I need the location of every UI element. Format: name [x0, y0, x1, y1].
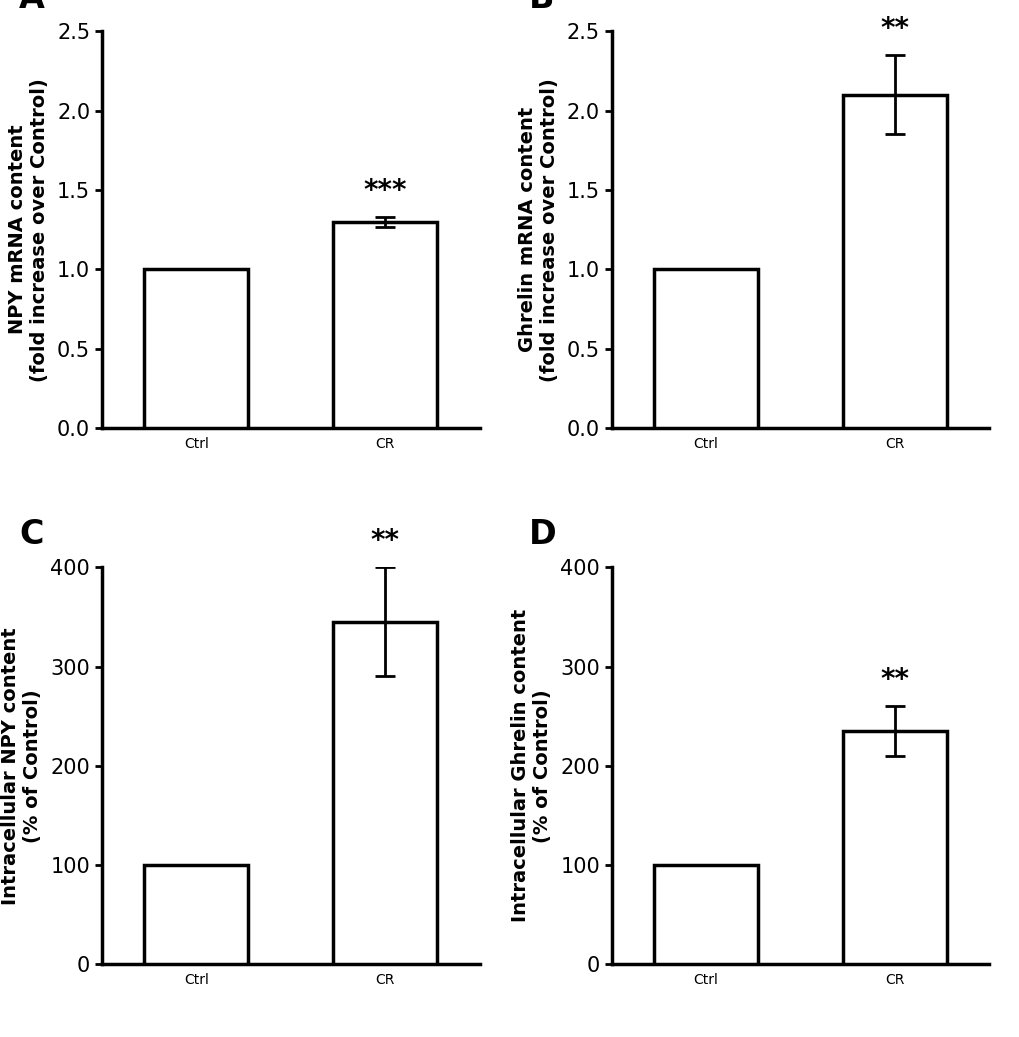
- Bar: [653, 270, 757, 428]
- Bar: [333, 222, 437, 428]
- Text: ***: ***: [363, 177, 407, 205]
- Text: C: C: [19, 518, 44, 552]
- Text: **: **: [370, 528, 399, 556]
- Text: D: D: [528, 518, 556, 552]
- Text: B: B: [528, 0, 553, 16]
- Y-axis label: Intracellular NPY content
(% of Control): Intracellular NPY content (% of Control): [1, 627, 42, 904]
- Y-axis label: NPY mRNA content
(fold increase over Control): NPY mRNA content (fold increase over Con…: [8, 78, 49, 382]
- Y-axis label: Ghrelin mRNA content
(fold increase over Control): Ghrelin mRNA content (fold increase over…: [517, 78, 558, 382]
- Bar: [145, 270, 248, 428]
- Text: A: A: [19, 0, 45, 16]
- Text: **: **: [879, 667, 909, 695]
- Bar: [843, 94, 946, 428]
- Text: **: **: [879, 15, 909, 43]
- Y-axis label: Intracellular Ghrelin content
(% of Control): Intracellular Ghrelin content (% of Cont…: [511, 609, 551, 923]
- Bar: [653, 865, 757, 964]
- Bar: [145, 865, 248, 964]
- Bar: [843, 731, 946, 964]
- Bar: [333, 622, 437, 964]
